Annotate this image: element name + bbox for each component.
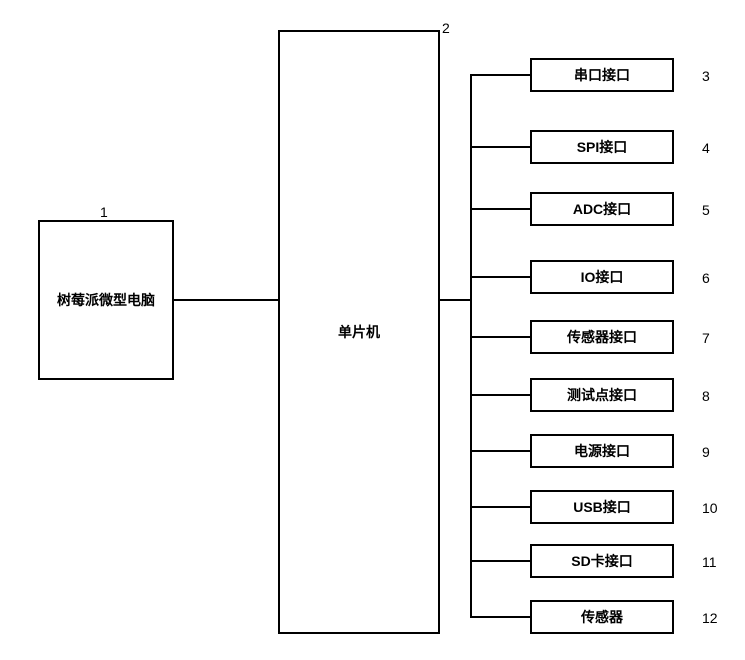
number-label-11: 11 — [702, 554, 717, 570]
connector-left-to-center — [174, 299, 278, 301]
block-sensor-interface: 传感器接口 — [530, 320, 674, 354]
connector-bus-to-testpoint — [470, 394, 530, 396]
number-label-2: 2 — [442, 20, 450, 36]
block-sensor: 传感器 — [530, 600, 674, 634]
connector-bus-to-spi — [470, 146, 530, 148]
block-testpoint-interface: 测试点接口 — [530, 378, 674, 412]
number-label-10: 10 — [702, 500, 718, 516]
block-io-interface: IO接口 — [530, 260, 674, 294]
block-adc-interface: ADC接口 — [530, 192, 674, 226]
connector-bus-to-io — [470, 276, 530, 278]
block-spi-interface: SPI接口 — [530, 130, 674, 164]
block-raspberry-pi: 树莓派微型电脑 — [38, 220, 174, 380]
number-label-3: 3 — [702, 68, 710, 84]
number-label-6: 6 — [702, 270, 710, 286]
block-power-interface: 电源接口 — [530, 434, 674, 468]
connector-bus-to-sensorif — [470, 336, 530, 338]
number-label-5: 5 — [702, 202, 710, 218]
connector-bus-to-sensor — [470, 616, 530, 618]
connector-bus-to-adc — [470, 208, 530, 210]
block-mcu-label: 单片机 — [338, 322, 380, 342]
block-adc-interface-label: ADC接口 — [573, 199, 631, 219]
number-label-12: 12 — [702, 610, 718, 626]
block-usb-interface-label: USB接口 — [573, 497, 631, 517]
number-label-8: 8 — [702, 388, 710, 404]
block-sensor-interface-label: 传感器接口 — [567, 327, 637, 347]
block-power-interface-label: 电源接口 — [574, 441, 630, 461]
number-label-4: 4 — [702, 140, 710, 156]
block-serial-interface: 串口接口 — [530, 58, 674, 92]
block-sdcard-interface: SD卡接口 — [530, 544, 674, 578]
block-serial-interface-label: 串口接口 — [574, 65, 630, 85]
block-usb-interface: USB接口 — [530, 490, 674, 524]
block-io-interface-label: IO接口 — [581, 267, 624, 287]
block-testpoint-interface-label: 测试点接口 — [567, 385, 637, 405]
block-sensor-label: 传感器 — [581, 607, 623, 627]
block-spi-interface-label: SPI接口 — [577, 137, 628, 157]
connector-center-to-bus — [440, 299, 472, 301]
number-label-7: 7 — [702, 330, 710, 346]
number-label-1: 1 — [100, 204, 108, 220]
connector-bus-to-usb — [470, 506, 530, 508]
block-mcu: 单片机 — [278, 30, 440, 634]
connector-bus-to-power — [470, 450, 530, 452]
number-label-9: 9 — [702, 444, 710, 460]
connector-bus-to-sdcard — [470, 560, 530, 562]
connector-bus-to-serial — [470, 74, 530, 76]
block-sdcard-interface-label: SD卡接口 — [571, 551, 632, 571]
connector-bus-vertical — [470, 74, 472, 618]
block-raspberry-pi-label: 树莓派微型电脑 — [57, 290, 155, 310]
